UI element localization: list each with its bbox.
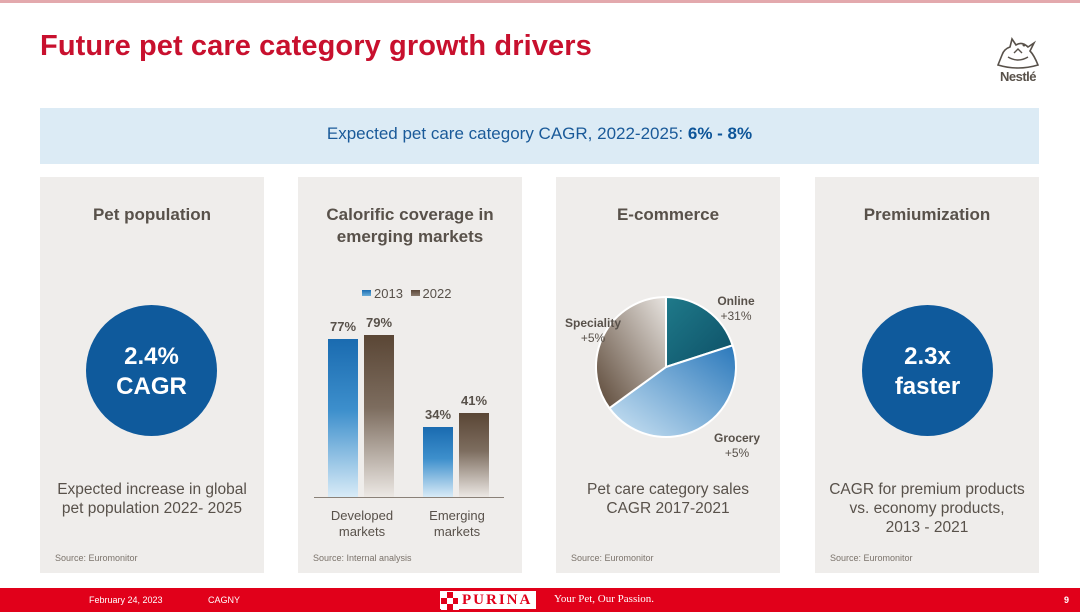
panel-title: E-commerce <box>616 205 720 224</box>
slice-name: Online <box>717 294 755 308</box>
pie-slice-online <box>665 295 734 369</box>
desc-line: pet population 2022- 2025 <box>61 500 243 517</box>
pie-chart <box>595 295 737 438</box>
slice-growth: +31% <box>720 309 752 323</box>
purina-wordmark: PURINA <box>458 591 537 609</box>
category-label-emerging: Emerging markets <box>417 508 497 540</box>
bar-value-label: 79% <box>365 315 393 331</box>
banner-label: Expected pet care category CAGR, 2022-20… <box>326 124 688 143</box>
pie-label-online: Online +31% <box>706 294 766 324</box>
bar-2022-emerging <box>459 412 489 497</box>
page-number: 9 <box>1064 595 1070 605</box>
source-note: Source: Euromonitor <box>830 553 913 563</box>
category-line: markets <box>338 524 386 539</box>
bar-2022-developed <box>364 335 394 497</box>
checkerboard-icon <box>440 591 459 610</box>
logo-wordmark: Nestlé <box>999 69 1037 84</box>
nest-birds-icon <box>996 37 1040 69</box>
slice-growth: +5% <box>580 331 606 345</box>
legend-label-2013: 2013 <box>374 285 403 301</box>
desc-line: 2013 - 2021 <box>885 519 969 536</box>
legend-item-2022: 2022 <box>410 285 452 301</box>
desc-line: vs. economy products, <box>849 500 1005 517</box>
slice-name: Grocery <box>713 431 761 445</box>
banner-highlight: 6% - 8% <box>687 124 753 143</box>
bar-2013-developed <box>328 339 358 497</box>
cagr-circle: 2.4% CAGR <box>86 305 217 436</box>
bar-value-label: 41% <box>460 392 488 408</box>
pie-slice-grocery <box>607 344 737 438</box>
panel-pet-population: Pet population 2.4% CAGR Expected increa… <box>40 177 264 573</box>
footer-bar: February 24, 2023 CAGNY PURINA Your Pet,… <box>0 588 1080 612</box>
top-accent-line <box>0 0 1080 3</box>
slice-growth: +5% <box>724 446 750 460</box>
title-line: emerging markets <box>336 227 484 246</box>
desc-line: CAGR 2017-2021 <box>606 500 730 517</box>
desc-line: Expected increase in global <box>57 481 247 498</box>
growth-circle: 2.3x faster <box>862 305 993 436</box>
desc-line: CAGR for premium products <box>829 481 1025 498</box>
banner-text: Expected pet care category CAGR, 2022-20… <box>40 124 1039 144</box>
desc-line: Pet care category sales <box>587 481 749 498</box>
pie-slice-speciality <box>595 295 667 410</box>
pie-label-grocery: Grocery +5% <box>704 431 770 461</box>
category-line: Developed <box>330 508 394 523</box>
panel-ecommerce: E-commerce Online +31% Grocery +5% Speci… <box>556 177 780 573</box>
panel-description: CAGR for premium products vs. economy pr… <box>815 480 1039 537</box>
category-line: Emerging <box>429 508 485 523</box>
legend-swatch-2022 <box>410 290 420 296</box>
panel-title: Premiumization <box>863 205 991 224</box>
source-note: Source: Internal analysis <box>313 553 412 563</box>
footer-slogan: Your Pet, Our Passion. <box>554 593 655 605</box>
footer-date: February 24, 2023 <box>89 595 163 605</box>
pie-label-speciality: Speciality +5% <box>560 316 626 346</box>
panel-calorific-coverage: Calorific coverage in emerging markets 2… <box>298 177 522 573</box>
circle-unit: CAGR <box>116 373 187 400</box>
chart-x-axis <box>314 497 504 498</box>
panel-title: Pet population <box>92 205 212 224</box>
purina-logo: PURINA <box>440 591 537 610</box>
bar-value-label: 77% <box>329 319 357 335</box>
source-note: Source: Euromonitor <box>55 553 138 563</box>
footer-event: CAGNY <box>208 595 241 605</box>
panel-description: Pet care category sales CAGR 2017-2021 <box>556 480 780 518</box>
category-label-developed: Developed markets <box>322 508 402 540</box>
nestle-logo: Nestlé <box>990 35 1046 85</box>
circle-value: 2.3x <box>904 343 951 370</box>
bar-value-label: 34% <box>424 407 452 423</box>
legend-swatch-2013 <box>362 290 371 296</box>
category-line: markets <box>433 524 481 539</box>
circle-unit: faster <box>894 373 961 400</box>
page-title: Future pet care category growth drivers <box>40 30 592 62</box>
panel-title: Calorific coverage in emerging markets <box>298 204 522 248</box>
chart-legend: 2013 2022 <box>362 284 455 301</box>
panel-premiumization: Premiumization 2.3x faster CAGR for prem… <box>815 177 1039 573</box>
slice-name: Speciality <box>564 316 622 330</box>
source-note: Source: Euromonitor <box>571 553 654 563</box>
bar-2013-emerging <box>423 427 453 497</box>
title-line: Calorific coverage in <box>326 205 494 224</box>
circle-value: 2.4% <box>124 343 179 370</box>
panel-description: Expected increase in global pet populati… <box>40 480 264 518</box>
legend-item-2013: 2013 <box>362 286 403 301</box>
cagr-banner: Expected pet care category CAGR, 2022-20… <box>40 108 1039 164</box>
legend-label-2022: 2022 <box>422 285 452 301</box>
